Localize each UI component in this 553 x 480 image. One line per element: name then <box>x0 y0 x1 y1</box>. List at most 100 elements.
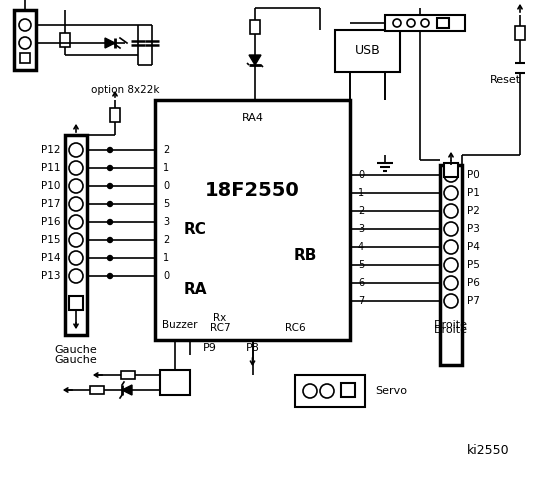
Circle shape <box>444 258 458 272</box>
Text: 5: 5 <box>163 199 169 209</box>
Bar <box>437 18 449 28</box>
Circle shape <box>107 274 112 278</box>
Bar <box>90 386 104 394</box>
Text: 6: 6 <box>358 278 364 288</box>
Text: P17: P17 <box>40 199 60 209</box>
Text: P12: P12 <box>40 145 60 155</box>
Text: 1: 1 <box>358 188 364 198</box>
Text: P11: P11 <box>40 163 60 173</box>
Circle shape <box>69 143 83 157</box>
Text: 1: 1 <box>163 163 169 173</box>
Text: P13: P13 <box>40 271 60 281</box>
Circle shape <box>69 215 83 229</box>
Circle shape <box>407 19 415 27</box>
Text: RA: RA <box>183 283 207 298</box>
Text: P4: P4 <box>467 242 480 252</box>
Circle shape <box>444 240 458 254</box>
Circle shape <box>320 384 334 398</box>
Circle shape <box>69 269 83 283</box>
Circle shape <box>69 251 83 265</box>
Text: Droite: Droite <box>434 320 468 330</box>
Text: P15: P15 <box>40 235 60 245</box>
Text: 0: 0 <box>358 170 364 180</box>
Bar <box>155 100 350 340</box>
Bar <box>20 53 30 63</box>
Bar <box>121 371 134 379</box>
Text: 2: 2 <box>163 145 169 155</box>
Bar <box>444 163 458 177</box>
Text: option 8x22k: option 8x22k <box>91 85 159 95</box>
Bar <box>341 383 355 397</box>
Bar <box>65 135 87 335</box>
Text: RB: RB <box>293 248 317 263</box>
Text: P1: P1 <box>467 188 480 198</box>
Text: 3: 3 <box>163 217 169 227</box>
Circle shape <box>107 202 112 206</box>
Text: P7: P7 <box>467 296 480 306</box>
Circle shape <box>107 238 112 242</box>
Circle shape <box>444 204 458 218</box>
Circle shape <box>69 179 83 193</box>
Polygon shape <box>122 385 132 395</box>
Text: 2: 2 <box>358 206 364 216</box>
Bar <box>295 375 365 407</box>
Bar <box>385 15 465 31</box>
Bar <box>515 25 525 39</box>
Text: P14: P14 <box>40 253 60 263</box>
Bar <box>250 20 260 34</box>
Circle shape <box>444 294 458 308</box>
Circle shape <box>107 255 112 261</box>
Text: Buzzer: Buzzer <box>162 320 198 330</box>
Bar <box>14 10 36 70</box>
Text: P6: P6 <box>467 278 480 288</box>
Text: P9: P9 <box>203 343 217 353</box>
Circle shape <box>107 166 112 170</box>
Circle shape <box>19 19 31 31</box>
Text: P3: P3 <box>467 224 480 234</box>
Text: RC7: RC7 <box>210 323 230 333</box>
Text: 3: 3 <box>358 224 364 234</box>
Bar <box>440 165 462 365</box>
Text: P8: P8 <box>246 343 259 353</box>
Circle shape <box>444 222 458 236</box>
Polygon shape <box>249 55 261 65</box>
Text: RC6: RC6 <box>285 323 305 333</box>
Circle shape <box>393 19 401 27</box>
Circle shape <box>444 186 458 200</box>
Text: 0: 0 <box>163 181 169 191</box>
Text: 5: 5 <box>358 260 364 270</box>
Text: RA4: RA4 <box>242 113 263 123</box>
Circle shape <box>107 147 112 153</box>
Text: 2: 2 <box>163 235 169 245</box>
Text: 4: 4 <box>358 242 364 252</box>
Text: P16: P16 <box>40 217 60 227</box>
Circle shape <box>107 183 112 189</box>
Text: USB: USB <box>354 45 380 58</box>
Text: Rx: Rx <box>213 313 227 323</box>
Text: P10: P10 <box>40 181 60 191</box>
Circle shape <box>69 161 83 175</box>
Text: 18F2550: 18F2550 <box>205 180 300 200</box>
Bar <box>160 370 190 395</box>
Text: P0: P0 <box>467 170 480 180</box>
Bar <box>110 108 120 122</box>
Circle shape <box>444 276 458 290</box>
Circle shape <box>303 384 317 398</box>
Circle shape <box>107 219 112 225</box>
Text: Reset: Reset <box>490 75 521 85</box>
Text: ki2550: ki2550 <box>467 444 510 456</box>
Text: Gauche: Gauche <box>55 355 97 365</box>
Text: RC: RC <box>184 223 206 238</box>
Text: 7: 7 <box>358 296 364 306</box>
Text: Droite: Droite <box>434 325 468 335</box>
Bar <box>69 296 83 310</box>
Circle shape <box>421 19 429 27</box>
Text: 1: 1 <box>163 253 169 263</box>
Bar <box>335 30 400 72</box>
Bar <box>60 33 70 47</box>
Polygon shape <box>105 38 115 48</box>
Text: 0: 0 <box>163 271 169 281</box>
Text: Servo: Servo <box>375 386 407 396</box>
Circle shape <box>69 233 83 247</box>
Text: P2: P2 <box>467 206 480 216</box>
